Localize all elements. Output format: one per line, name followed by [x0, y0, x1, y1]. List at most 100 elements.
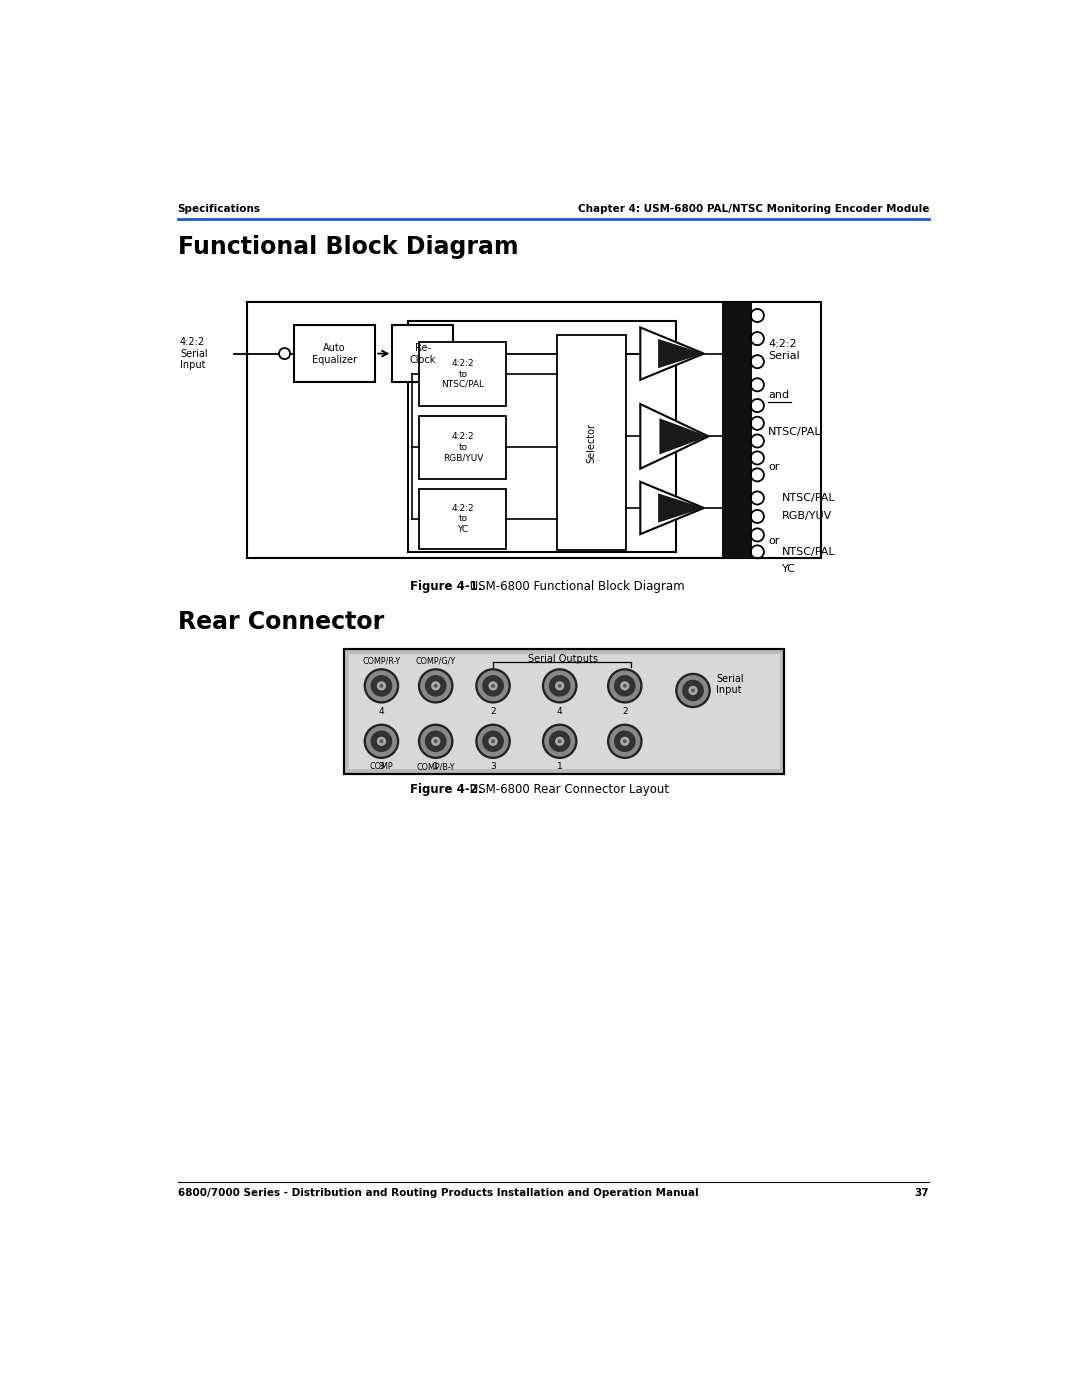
Text: 4:2:2
Serial
Input: 4:2:2 Serial Input	[180, 337, 207, 370]
Text: Figure 4-1.: Figure 4-1.	[410, 580, 483, 592]
Text: Functional Block Diagram: Functional Block Diagram	[177, 235, 518, 258]
Text: 2: 2	[490, 707, 496, 715]
Text: COMP/R-Y: COMP/R-Y	[363, 657, 401, 665]
Polygon shape	[658, 339, 704, 369]
Text: 6800/7000 Series - Distribution and Routing Products Installation and Operation : 6800/7000 Series - Distribution and Rout…	[177, 1187, 699, 1197]
Text: 3: 3	[490, 763, 496, 771]
Circle shape	[549, 731, 570, 752]
Text: NTSC/PAL: NTSC/PAL	[768, 426, 822, 437]
Circle shape	[379, 739, 383, 743]
Text: or: or	[768, 462, 780, 472]
Circle shape	[620, 736, 630, 746]
Bar	[419, 489, 507, 549]
Text: or: or	[768, 536, 780, 546]
Text: USM-6800 Rear Connector Layout: USM-6800 Rear Connector Layout	[465, 782, 669, 796]
Bar	[345, 648, 784, 774]
Circle shape	[434, 685, 437, 687]
Circle shape	[420, 726, 451, 757]
Bar	[408, 321, 676, 552]
Text: COMP/G/Y: COMP/G/Y	[416, 657, 456, 665]
Text: Serial Outputs: Serial Outputs	[528, 654, 598, 665]
Circle shape	[431, 682, 441, 690]
Circle shape	[557, 739, 562, 743]
Circle shape	[377, 682, 387, 690]
Bar	[419, 415, 507, 479]
Text: 1: 1	[433, 763, 438, 771]
Circle shape	[613, 731, 636, 752]
Text: YC: YC	[782, 564, 796, 574]
Text: 4: 4	[379, 707, 384, 715]
Circle shape	[366, 726, 397, 757]
Circle shape	[620, 682, 630, 690]
Text: Figure 4-2.: Figure 4-2.	[410, 782, 483, 796]
Circle shape	[557, 685, 562, 687]
Circle shape	[544, 671, 576, 701]
Circle shape	[364, 668, 400, 704]
Circle shape	[549, 675, 570, 697]
Circle shape	[377, 736, 387, 746]
Circle shape	[491, 685, 495, 687]
Circle shape	[609, 671, 640, 701]
Bar	[557, 335, 625, 550]
Circle shape	[607, 724, 643, 759]
Text: 1: 1	[557, 763, 563, 771]
Circle shape	[623, 685, 626, 687]
Text: Selector: Selector	[586, 422, 596, 462]
Text: RGB/YUV: RGB/YUV	[782, 511, 833, 521]
Circle shape	[482, 675, 504, 697]
Text: NTSC/PAL: NTSC/PAL	[782, 493, 836, 503]
Circle shape	[424, 675, 446, 697]
Circle shape	[491, 739, 495, 743]
Circle shape	[370, 731, 392, 752]
Circle shape	[477, 671, 509, 701]
Bar	[345, 648, 784, 774]
Circle shape	[431, 736, 441, 746]
Circle shape	[475, 724, 511, 759]
Text: USM-6800 Functional Block Diagram: USM-6800 Functional Block Diagram	[465, 580, 685, 592]
Circle shape	[434, 739, 437, 743]
Circle shape	[418, 668, 454, 704]
Text: 4:2:2
to
NTSC/PAL: 4:2:2 to NTSC/PAL	[442, 359, 484, 388]
Bar	[349, 654, 780, 768]
Text: COMP/B-Y: COMP/B-Y	[417, 763, 455, 771]
Bar	[419, 342, 507, 405]
Circle shape	[542, 724, 578, 759]
Circle shape	[609, 726, 640, 757]
Circle shape	[488, 682, 498, 690]
Text: 4:2:2
to
RGB/YUV: 4:2:2 to RGB/YUV	[443, 432, 483, 462]
Text: Specifications: Specifications	[177, 204, 260, 214]
Text: 3: 3	[379, 763, 384, 771]
Circle shape	[691, 689, 694, 693]
Circle shape	[544, 726, 576, 757]
Text: Auto
Equalizer: Auto Equalizer	[312, 344, 357, 365]
Circle shape	[542, 668, 578, 704]
Circle shape	[555, 736, 565, 746]
Circle shape	[366, 671, 397, 701]
Circle shape	[607, 668, 643, 704]
Text: and: and	[768, 390, 789, 400]
Circle shape	[675, 673, 711, 708]
Polygon shape	[658, 493, 704, 522]
Circle shape	[420, 671, 451, 701]
Circle shape	[482, 731, 504, 752]
Polygon shape	[640, 482, 704, 534]
Circle shape	[677, 675, 708, 705]
Text: Re-
Clock: Re- Clock	[409, 344, 435, 365]
Polygon shape	[660, 418, 708, 454]
Text: 4: 4	[557, 707, 563, 715]
Text: Rear Connector: Rear Connector	[177, 610, 383, 634]
Text: 37: 37	[915, 1187, 930, 1197]
Circle shape	[379, 685, 383, 687]
Circle shape	[555, 682, 565, 690]
Circle shape	[623, 739, 626, 743]
Circle shape	[688, 686, 698, 696]
Bar	[247, 302, 821, 557]
Text: 4:2:2
Serial: 4:2:2 Serial	[768, 339, 800, 360]
Bar	[294, 326, 375, 383]
Circle shape	[475, 668, 511, 704]
Text: NTSC/PAL: NTSC/PAL	[782, 546, 836, 557]
Polygon shape	[640, 404, 708, 469]
Polygon shape	[640, 327, 704, 380]
Circle shape	[683, 680, 704, 701]
Circle shape	[424, 731, 446, 752]
